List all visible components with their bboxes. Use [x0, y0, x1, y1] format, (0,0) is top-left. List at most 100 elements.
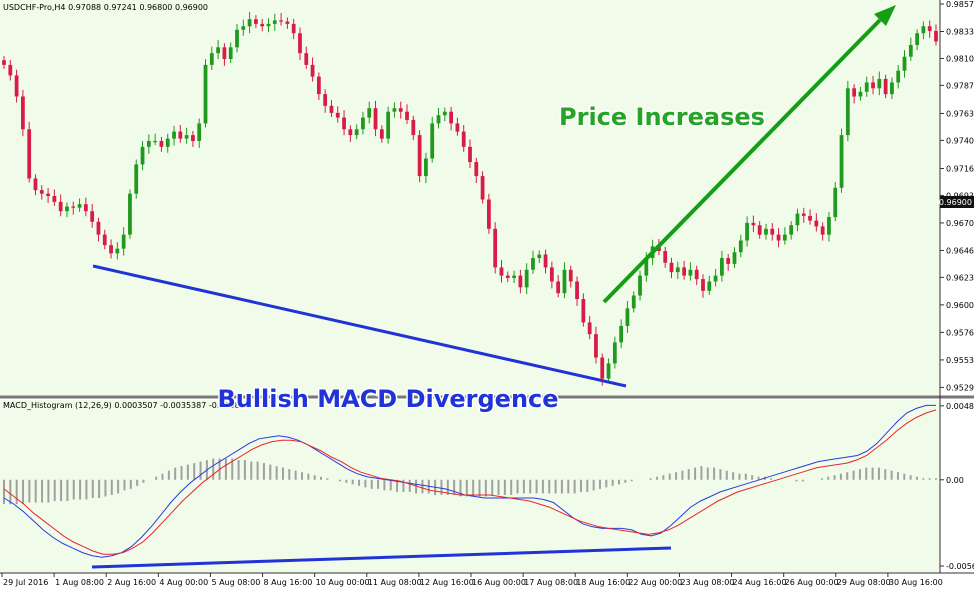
candle-body [90, 211, 95, 222]
candle-body [121, 234, 126, 249]
candle-body [663, 251, 668, 263]
candle-body [827, 217, 831, 235]
candle-body [795, 213, 800, 226]
candle-body [631, 295, 636, 309]
current-price-label: 0.96900 [939, 198, 972, 207]
candle-body [323, 94, 328, 106]
candle-body [2, 60, 6, 65]
candle-body [474, 162, 479, 177]
candle-body [298, 33, 302, 54]
time-tick-label: 5 Aug 08:00 [211, 578, 260, 587]
time-tick-label: 12 Aug 16:00 [420, 578, 474, 587]
candle-body [335, 112, 340, 118]
candle-body [272, 20, 277, 24]
candle-body [348, 129, 353, 136]
macd-tick-label: 0.004869 [946, 402, 974, 411]
candle-body [241, 26, 246, 30]
candle-body [619, 325, 624, 343]
candle-body [291, 23, 296, 34]
bullish-divergence-annotation: Bullish MACD Divergence [217, 385, 558, 413]
candle-body [373, 108, 378, 130]
candle-body [71, 206, 76, 208]
candle-body [896, 70, 901, 83]
time-tick-label: 29 Jul 2016 [3, 578, 48, 587]
candle-body [644, 258, 649, 276]
time-tick-label: 4 Aug 00:00 [159, 578, 208, 587]
candle-body [134, 164, 139, 194]
price-trendline [92, 264, 627, 388]
candle-body [159, 140, 164, 147]
current-price-tag [940, 196, 974, 208]
candle-body [424, 158, 428, 177]
candle-body [361, 117, 365, 130]
candle-body [455, 123, 460, 132]
candle-body [102, 234, 107, 246]
candle-body [612, 342, 617, 364]
candle-body [839, 135, 844, 188]
time-tick-label: 10 Aug 00:00 [316, 578, 370, 587]
candle-body [606, 363, 611, 379]
candle-body [96, 221, 101, 235]
candle-body [216, 47, 220, 54]
time-tick-label: 17 Aug 08:00 [524, 578, 578, 587]
candle-body [556, 281, 561, 294]
candle-body [864, 82, 869, 92]
candle-body [732, 252, 737, 264]
time-tick-label: 26 Aug 00:00 [785, 578, 839, 587]
candle-body [902, 56, 907, 71]
candle-body [845, 88, 850, 136]
candle-body [638, 275, 642, 296]
candle-body [751, 222, 756, 226]
candle-body [411, 119, 416, 136]
macd-trendline [91, 546, 672, 569]
candle-body [562, 269, 567, 294]
time-tick-label: 16 Aug 00:00 [472, 578, 526, 587]
price-tick-label: 0.96465 [946, 246, 974, 255]
macd-panel-background [0, 400, 940, 573]
price-increase-arrow-shaft [602, 18, 882, 304]
candle-body [8, 64, 13, 76]
time-tick-label: 1 Aug 08:00 [55, 578, 104, 587]
time-tick-label: 18 Aug 16:00 [576, 578, 630, 587]
candle-body [493, 228, 498, 268]
candle-body [789, 225, 794, 235]
candle-body [764, 228, 768, 235]
candle-body [568, 269, 573, 282]
candle-body [720, 258, 724, 276]
price-tick-label: 0.96935 [946, 191, 974, 200]
candle-body [808, 215, 812, 221]
candle-body [505, 275, 510, 278]
candle-body [814, 220, 819, 227]
candle-body [782, 234, 787, 241]
candle-body [329, 105, 334, 113]
candle-body [575, 281, 579, 300]
candle-body [449, 111, 453, 124]
price-tick-label: 0.97875 [946, 81, 974, 90]
candle-body [625, 308, 630, 326]
candle-body [304, 53, 309, 65]
candle-body [852, 88, 857, 97]
candle-body [146, 140, 151, 147]
candle-body [487, 199, 491, 229]
candle-body [354, 129, 359, 136]
candle-body [367, 108, 372, 118]
candle-body [266, 23, 271, 27]
candle-body [688, 269, 693, 276]
candle-body [316, 76, 321, 95]
candle-body [285, 21, 290, 24]
candle-body [172, 131, 176, 139]
candle-body [518, 275, 523, 288]
candle-body [58, 201, 63, 212]
candle-body [927, 26, 932, 31]
price-tick-label: 0.95295 [946, 383, 974, 392]
candle-body [883, 78, 888, 95]
time-tick-label: 11 Aug 08:00 [368, 578, 422, 587]
candle-body [701, 279, 705, 291]
candle-body [726, 258, 731, 264]
macd-tick-label: -0.00568 [946, 562, 974, 571]
candle-body [398, 108, 403, 112]
macd-indicator-label: MACD_Histogram (12,26,9) 0.0003507 -0.00… [3, 401, 250, 410]
